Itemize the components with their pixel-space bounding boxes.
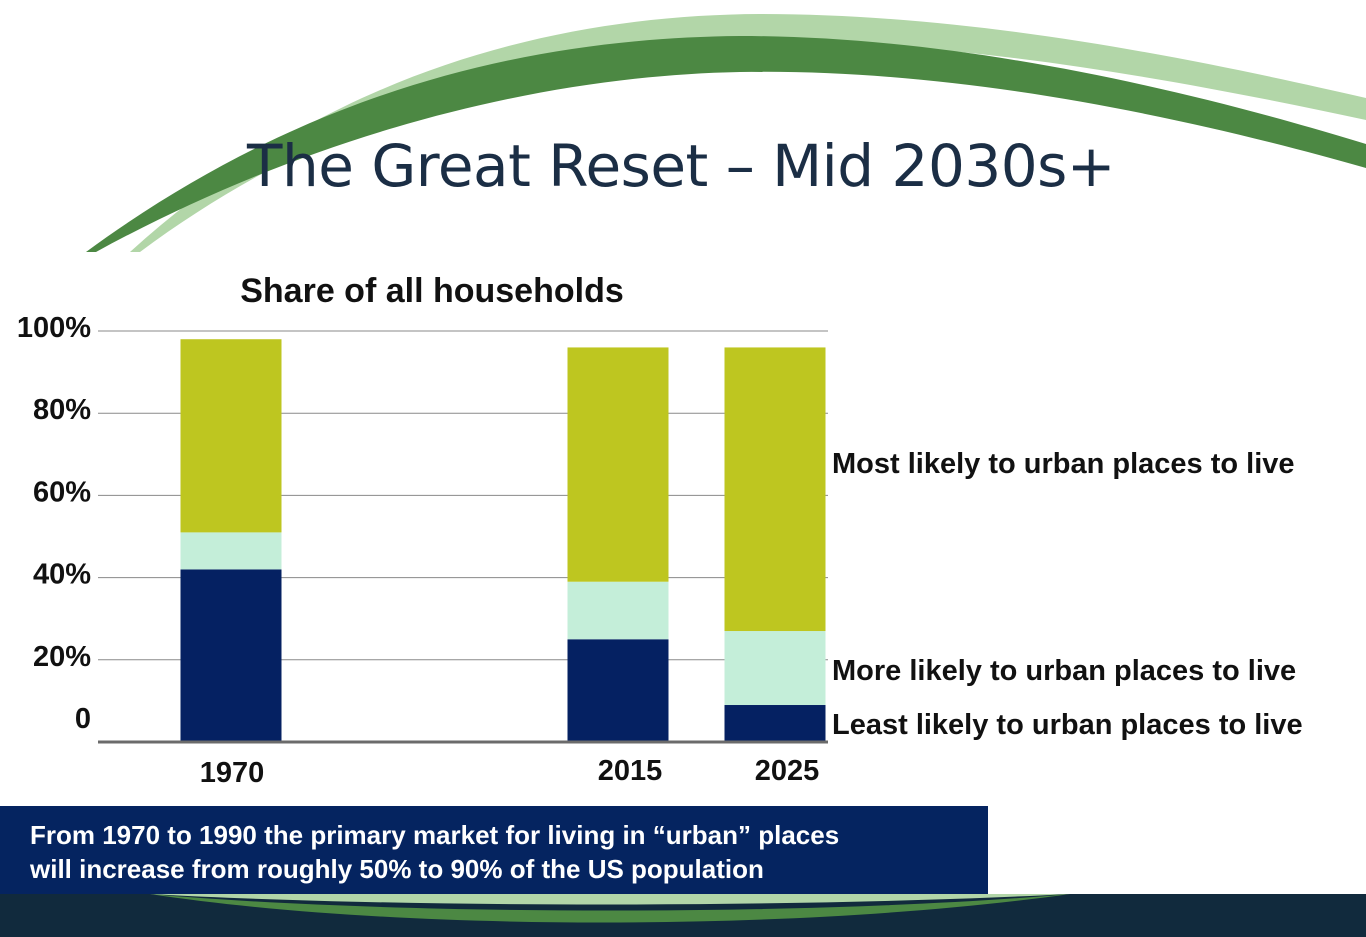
y-tick-label: 0	[75, 703, 91, 735]
segment-label: Least likely to urban places to live	[832, 709, 1303, 741]
bar-segment-most-likely	[180, 339, 282, 533]
bar-segment-more-likely	[180, 532, 282, 570]
chart-title: Share of all households	[240, 272, 624, 310]
y-tick-label: 60%	[33, 476, 91, 508]
footer-swoosh-light	[150, 894, 1070, 905]
x-tick-label: 2015	[598, 755, 663, 787]
x-tick-label: 2025	[755, 755, 820, 787]
bar-segment-most-likely	[724, 347, 826, 632]
footer-band	[0, 894, 1366, 937]
slide-title: The Great Reset – Mid 2030s+	[247, 132, 1115, 200]
callout-box: From 1970 to 1990 the primary market for…	[0, 806, 988, 894]
bar-segment-least-likely	[180, 569, 282, 742]
bars	[180, 339, 826, 742]
swoosh-dark-band	[86, 36, 1366, 252]
segment-labels: Least likely to urban places to live More…	[832, 448, 1303, 741]
swoosh-light-band	[130, 14, 1366, 252]
bar-segment-least-likely	[724, 705, 826, 742]
y-axis-tick-labels: 0 20% 40% 60% 80% 100%	[17, 312, 91, 735]
y-tick-label: 40%	[33, 559, 91, 591]
segment-label: Most likely to urban places to live	[832, 448, 1295, 480]
bar-segment-most-likely	[567, 347, 669, 582]
y-tick-label: 20%	[33, 641, 91, 673]
y-tick-label: 100%	[17, 312, 91, 344]
bar-segment-least-likely	[567, 639, 669, 742]
footer-swoosh-dark	[150, 894, 1070, 923]
callout-line-1: From 1970 to 1990 the primary market for…	[30, 820, 840, 850]
bar-segment-more-likely	[724, 631, 826, 706]
segment-label: More likely to urban places to live	[832, 655, 1296, 687]
bar-segment-more-likely	[567, 581, 669, 640]
callout-line-2: will increase from roughly 50% to 90% of…	[30, 854, 764, 884]
top-swoosh-decoration	[86, 14, 1366, 252]
x-axis-tick-labels: 1970 2015 2025	[200, 755, 820, 789]
y-tick-label: 80%	[33, 394, 91, 426]
stacked-bar-chart: Share of all households 0 20% 40% 60% 80% 100…	[17, 272, 1303, 789]
x-tick-label: 1970	[200, 757, 265, 789]
